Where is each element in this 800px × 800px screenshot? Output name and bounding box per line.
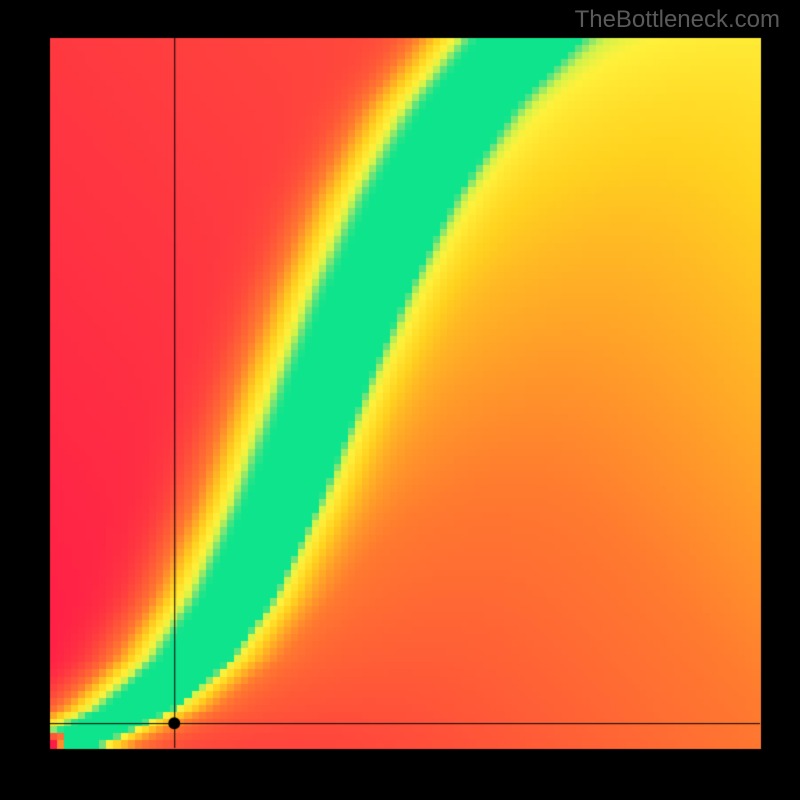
watermark-text: TheBottleneck.com bbox=[575, 6, 780, 34]
root-container: TheBottleneck.com bbox=[0, 0, 800, 800]
heatmap-canvas bbox=[0, 0, 800, 800]
